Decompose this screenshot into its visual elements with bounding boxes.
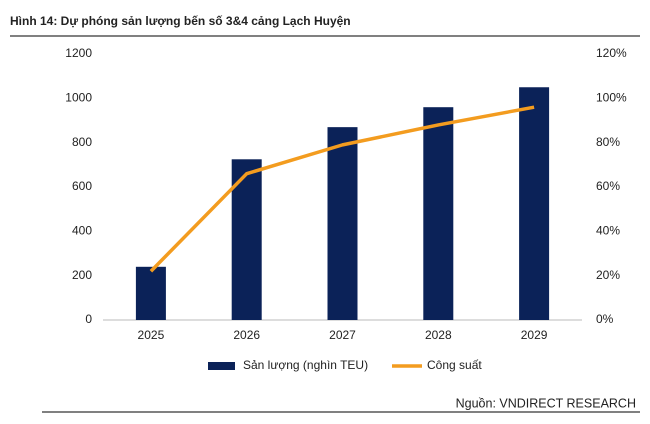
x-tick-label: 2028 <box>425 328 452 342</box>
source: Nguồn: VNDIRECT RESEARCH <box>456 396 636 410</box>
y2-tick-label: 100% <box>596 91 627 105</box>
legend-swatch <box>208 362 235 370</box>
y2-tick-label: 20% <box>596 268 620 282</box>
y2-tick-label: 0% <box>596 312 614 326</box>
bar <box>423 107 454 320</box>
x-tick-label: 2026 <box>233 328 260 342</box>
y2-tick-label: 60% <box>596 179 620 193</box>
y-tick-label: 1200 <box>65 46 92 60</box>
line <box>149 105 535 273</box>
y-tick-label: 600 <box>72 179 92 193</box>
y-tick-label: 0 <box>85 312 92 326</box>
y-tick-label: 1000 <box>65 91 92 105</box>
y-tick-label: 400 <box>72 224 92 238</box>
y2-tick-label: 120% <box>596 46 627 60</box>
chart-title: Hình 14: Dự phóng sản lượng bến số 3&4 c… <box>10 14 351 28</box>
x-tick-label: 2027 <box>329 328 356 342</box>
y2-tick-label: 40% <box>596 224 620 238</box>
bar <box>519 87 550 320</box>
bar <box>135 266 166 320</box>
y-tick-label: 200 <box>72 268 92 282</box>
legend-label: Sản lượng (nghìn TEU) <box>243 358 368 372</box>
y2-tick-label: 80% <box>596 135 620 149</box>
y-tick-label: 800 <box>72 135 92 149</box>
legend-label: Công suất <box>427 358 482 372</box>
x-tick-label: 2029 <box>521 328 548 342</box>
bar <box>327 127 358 321</box>
x-tick-label: 2025 <box>138 328 165 342</box>
